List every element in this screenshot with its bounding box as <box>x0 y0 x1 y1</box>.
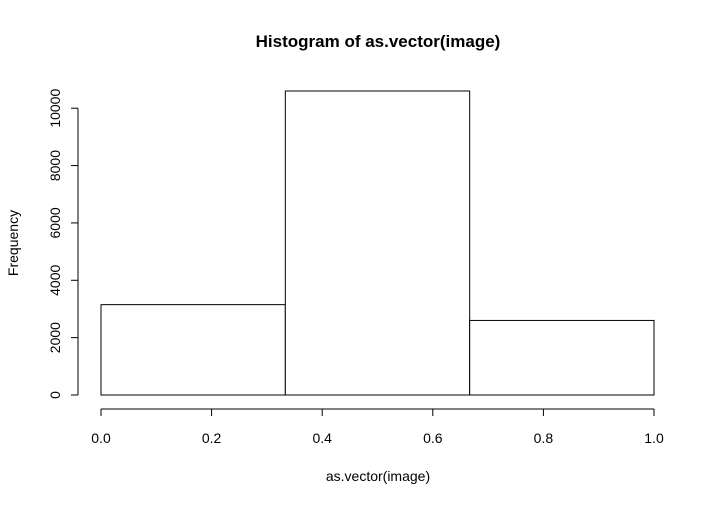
histogram-bar-2 <box>469 319 655 396</box>
chart-title: Histogram of as.vector(image) <box>256 32 501 51</box>
x-tick-label-4: 0.8 <box>534 430 554 446</box>
y-tick-label-3: 6000 <box>47 207 63 238</box>
y-tick-label-5: 10000 <box>47 89 63 128</box>
x-tick-label-0: 0.0 <box>91 430 111 446</box>
bars-group <box>100 90 655 396</box>
histogram-bar-1 <box>284 90 471 396</box>
x-tick-label-1: 0.2 <box>202 430 222 446</box>
x-tick-label-3: 0.6 <box>423 430 443 446</box>
x-axis-label: as.vector(image) <box>326 468 430 484</box>
x-tick-label-2: 0.4 <box>312 430 332 446</box>
x-tick-label-5: 1.0 <box>644 430 664 446</box>
histogram-bar-0 <box>100 304 286 396</box>
y-tick-label-4: 8000 <box>47 150 63 181</box>
y-axis-label: Frequency <box>5 210 21 276</box>
y-tick-label-1: 2000 <box>47 322 63 353</box>
y-axis: 0 2000 4000 6000 8000 10000 <box>47 89 79 399</box>
x-axis: 0.0 0.2 0.4 0.6 0.8 1.0 <box>91 408 664 446</box>
y-tick-label-2: 4000 <box>47 265 63 296</box>
y-tick-label-0: 0 <box>47 391 63 399</box>
